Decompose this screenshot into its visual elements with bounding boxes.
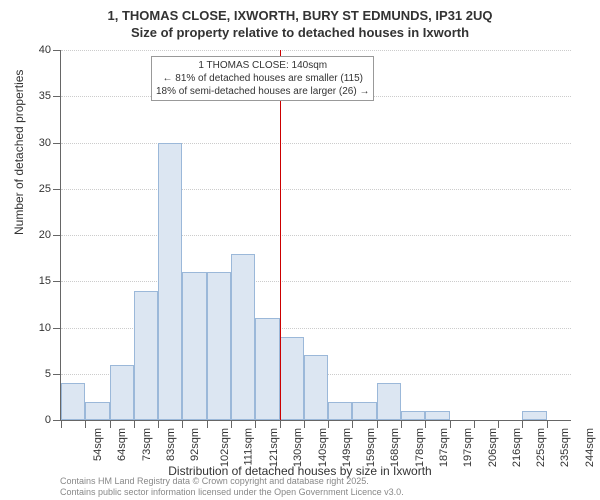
x-tick-label: 159sqm (365, 428, 377, 467)
x-tick-label: 121sqm (268, 428, 280, 467)
x-tick (474, 420, 475, 428)
x-tick-label: 73sqm (141, 428, 153, 461)
histogram-bar (522, 411, 546, 420)
histogram-bar (377, 383, 401, 420)
grid-line (61, 281, 571, 282)
histogram-bar (110, 365, 134, 421)
x-tick-label: 149sqm (341, 428, 353, 467)
y-tick-label: 0 (45, 414, 51, 426)
marker-line (280, 50, 281, 420)
histogram-bar (182, 272, 206, 420)
x-tick (85, 420, 86, 428)
histogram-bar (231, 254, 255, 421)
chart-footer: Contains HM Land Registry data © Crown c… (60, 476, 404, 498)
x-tick-label: 102sqm (220, 428, 232, 467)
histogram-bar (85, 402, 109, 421)
plot-area: 051015202530354054sqm64sqm73sqm83sqm92sq… (60, 50, 571, 421)
chart-title-line2: Size of property relative to detached ho… (0, 25, 600, 42)
x-tick (61, 420, 62, 428)
histogram-bar (134, 291, 158, 421)
grid-line (61, 189, 571, 190)
x-tick (547, 420, 548, 428)
x-tick (231, 420, 232, 428)
x-tick-label: 54sqm (92, 428, 104, 461)
y-tick (53, 374, 61, 375)
x-tick (255, 420, 256, 428)
annotation-line3: 18% of semi-detached houses are larger (… (156, 85, 369, 98)
chart-title-block: 1, THOMAS CLOSE, IXWORTH, BURY ST EDMUND… (0, 0, 600, 42)
y-tick (53, 50, 61, 51)
y-tick (53, 420, 61, 421)
x-tick (304, 420, 305, 428)
y-tick-label: 35 (39, 90, 51, 102)
x-tick (425, 420, 426, 428)
y-tick (53, 235, 61, 236)
grid-line (61, 143, 571, 144)
histogram-bar (401, 411, 425, 420)
y-tick-label: 15 (39, 275, 51, 287)
annotation-line2: ← 81% of detached houses are smaller (11… (156, 72, 369, 85)
y-tick-label: 20 (39, 229, 51, 241)
grid-line (61, 235, 571, 236)
grid-line (61, 50, 571, 51)
histogram-chart: 1, THOMAS CLOSE, IXWORTH, BURY ST EDMUND… (0, 0, 600, 500)
x-tick-label: 216sqm (511, 428, 523, 467)
x-tick-label: 92sqm (189, 428, 201, 461)
annotation-box: 1 THOMAS CLOSE: 140sqm← 81% of detached … (151, 56, 374, 101)
y-tick-label: 10 (39, 322, 51, 334)
y-axis-label: Number of detached properties (12, 70, 26, 235)
annotation-line1: 1 THOMAS CLOSE: 140sqm (156, 59, 369, 72)
x-tick (377, 420, 378, 428)
x-tick (207, 420, 208, 428)
x-tick (522, 420, 523, 428)
y-tick (53, 189, 61, 190)
x-tick-label: 187sqm (438, 428, 450, 467)
y-tick-label: 25 (39, 183, 51, 195)
histogram-bar (207, 272, 231, 420)
x-tick (280, 420, 281, 428)
y-tick (53, 143, 61, 144)
footer-line1: Contains HM Land Registry data © Crown c… (60, 476, 404, 487)
x-tick-label: 235sqm (560, 428, 572, 467)
x-tick-label: 168sqm (390, 428, 402, 467)
x-tick (352, 420, 353, 428)
x-tick (450, 420, 451, 428)
y-tick (53, 328, 61, 329)
x-tick (158, 420, 159, 428)
x-tick (498, 420, 499, 428)
x-tick (182, 420, 183, 428)
histogram-bar (280, 337, 304, 420)
histogram-bar (304, 355, 328, 420)
footer-line2: Contains public sector information licen… (60, 487, 404, 498)
x-tick-label: 178sqm (414, 428, 426, 467)
histogram-bar (255, 318, 279, 420)
x-tick (110, 420, 111, 428)
x-tick-label: 225sqm (535, 428, 547, 467)
histogram-bar (352, 402, 376, 421)
x-tick-label: 130sqm (292, 428, 304, 467)
x-tick (328, 420, 329, 428)
histogram-bar (328, 402, 352, 421)
y-tick-label: 30 (39, 137, 51, 149)
x-tick-label: 140sqm (317, 428, 329, 467)
x-tick-label: 206sqm (487, 428, 499, 467)
x-tick-label: 83sqm (165, 428, 177, 461)
x-tick (401, 420, 402, 428)
y-tick (53, 96, 61, 97)
y-tick (53, 281, 61, 282)
x-tick-label: 197sqm (462, 428, 474, 467)
y-tick-label: 5 (45, 368, 51, 380)
histogram-bar (425, 411, 449, 420)
x-tick (134, 420, 135, 428)
x-tick-label: 111sqm (242, 428, 254, 466)
chart-title-line1: 1, THOMAS CLOSE, IXWORTH, BURY ST EDMUND… (0, 8, 600, 25)
histogram-bar (61, 383, 85, 420)
x-tick-label: 64sqm (116, 428, 128, 461)
y-tick-label: 40 (39, 44, 51, 56)
x-tick-label: 244sqm (584, 428, 596, 467)
histogram-bar (158, 143, 182, 421)
